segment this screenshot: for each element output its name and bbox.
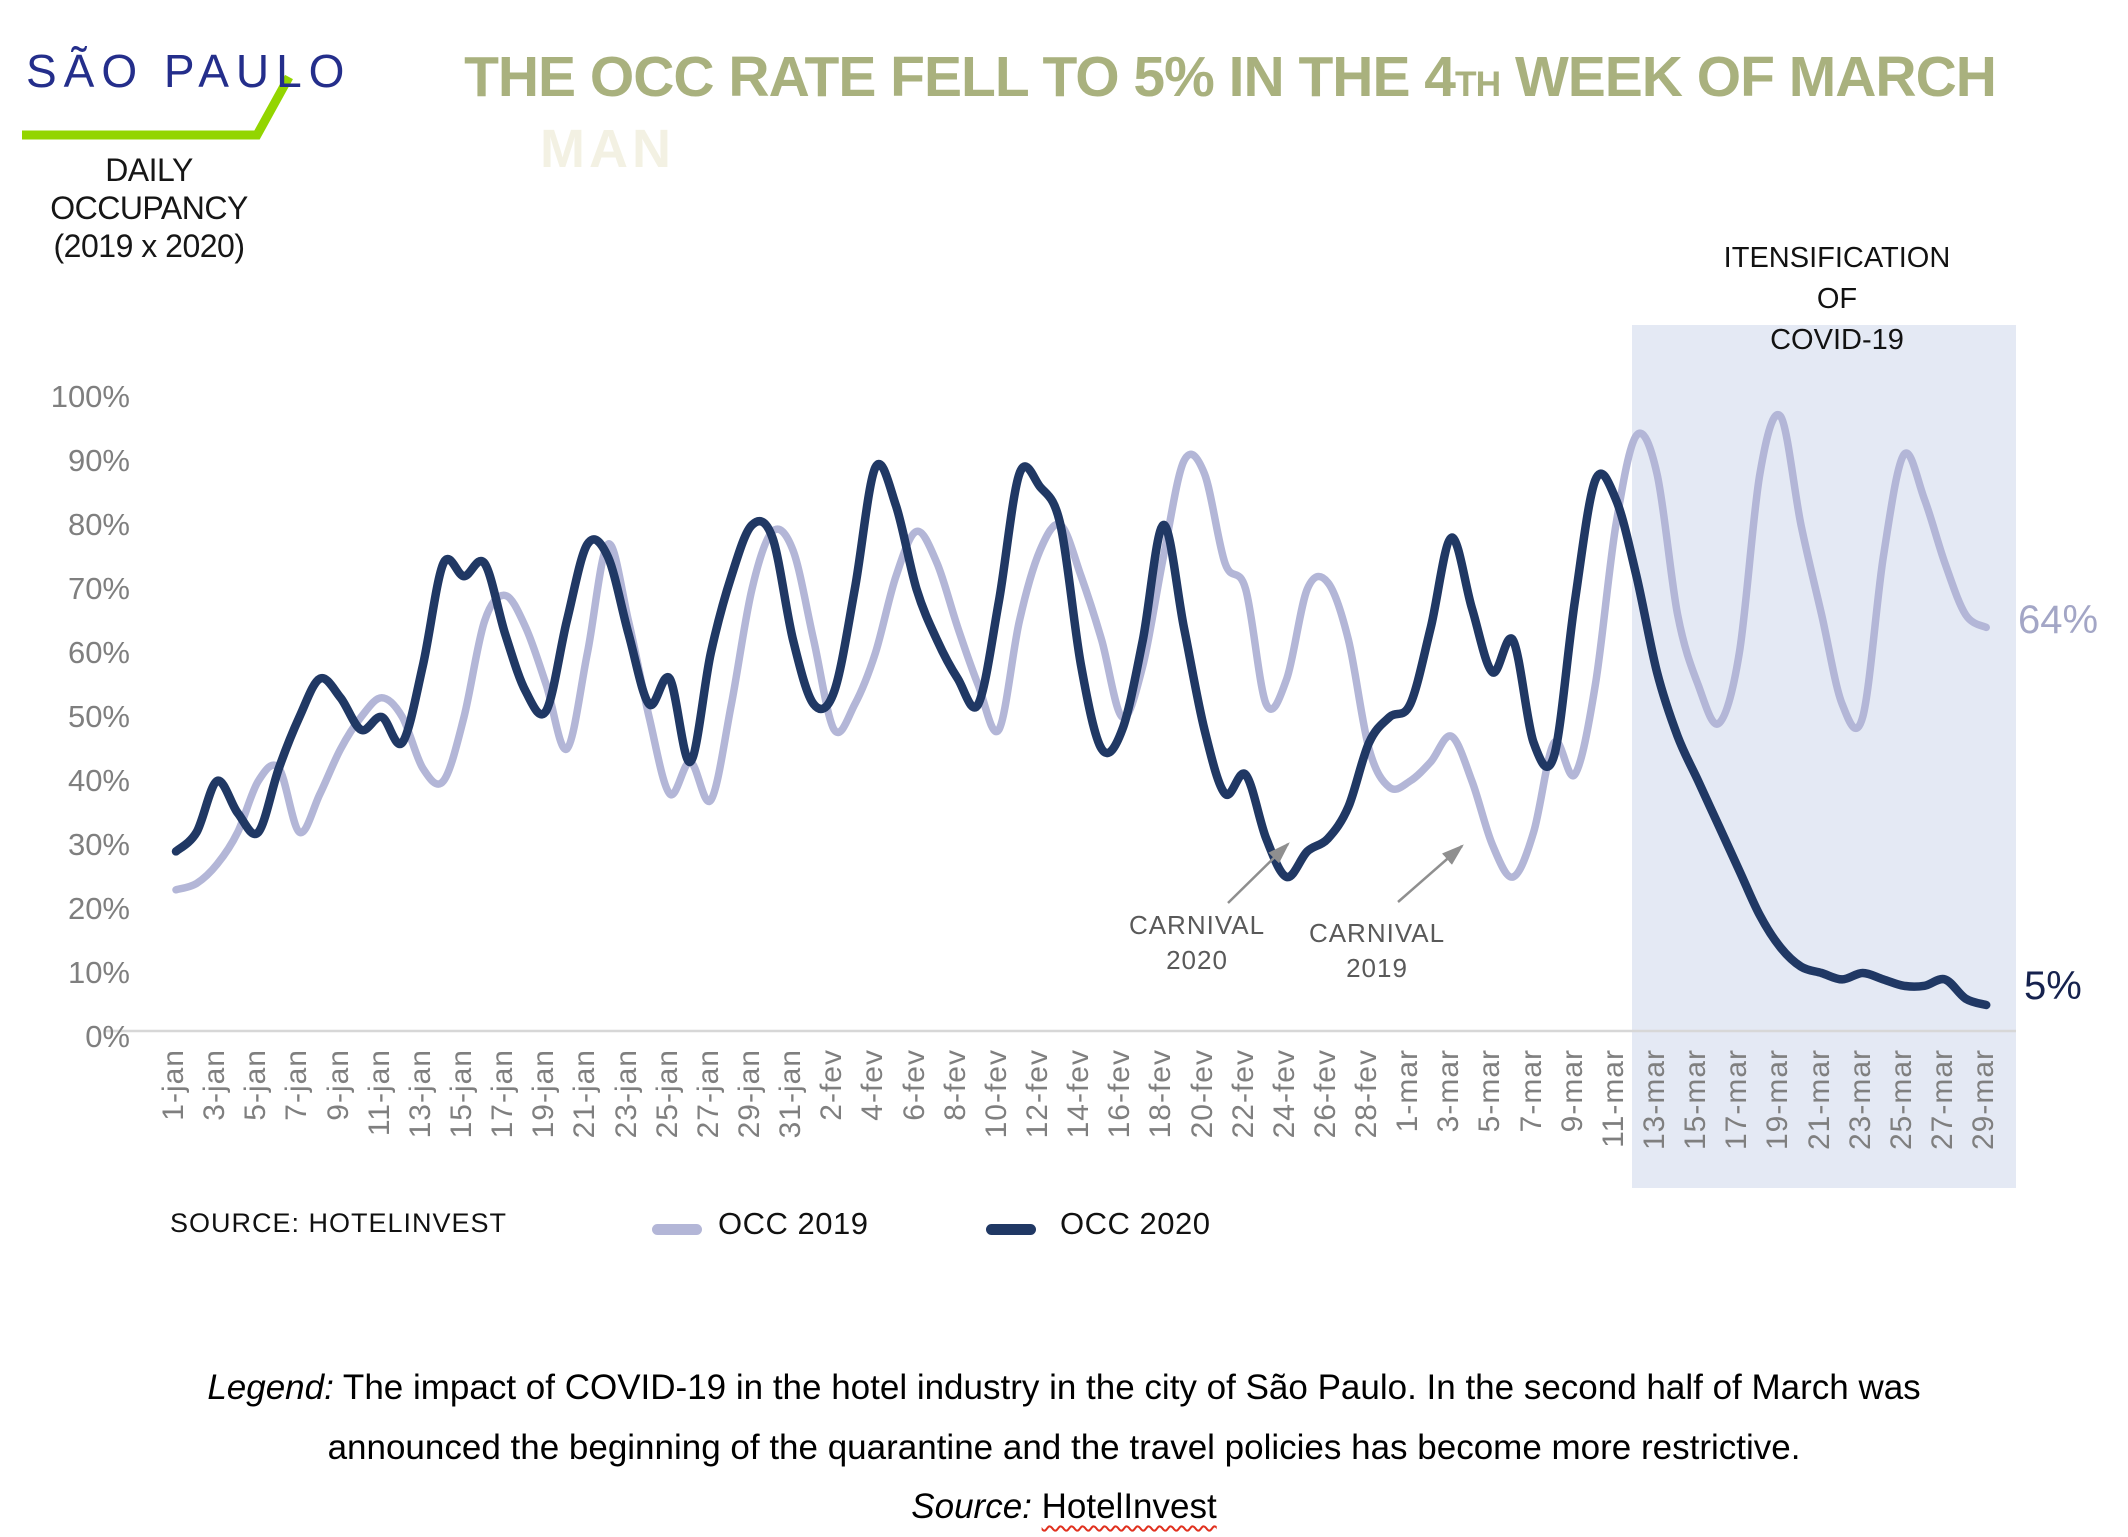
caption-line1: Legend: The impact of COVID-19 in the ho… <box>0 1358 2128 1418</box>
x-tick-label: 19-jan <box>527 1049 561 1139</box>
y-tick-label: 20% <box>67 891 130 926</box>
x-tick-label: 13-mar <box>1638 1049 1672 1151</box>
x-tick-label: 3-mar <box>1432 1049 1466 1133</box>
title-prefix: THE OCC RATE FELL TO 5% IN THE 4 <box>464 45 1456 109</box>
figure-caption: Legend: The impact of COVID-19 in the ho… <box>0 1358 2128 1537</box>
y-tick-label: 30% <box>67 827 130 862</box>
carnival-2019-arrow <box>1397 844 1464 903</box>
x-tick-label: 31-jan <box>774 1049 808 1139</box>
occ-2019-line <box>172 410 1990 894</box>
covid-intensification-label: ITENSIFICATION OF COVID-19 <box>1700 238 1974 362</box>
x-tick-label: 9-jan <box>321 1049 355 1121</box>
legend-label-occ2019: OCC 2019 <box>718 1206 869 1241</box>
x-tick-label: 18-fev <box>1144 1049 1178 1139</box>
page-title: THE OCC RATE FELL TO 5% IN THE 4TH WEEK … <box>340 44 2120 110</box>
carnival-2019-line1: CARNIVAL <box>1308 918 1446 948</box>
occ-2020-line <box>171 460 1991 1010</box>
caption-legend-word: Legend: <box>207 1368 334 1407</box>
x-tick-label: 10-fev <box>979 1049 1013 1139</box>
x-tick-label: 6-fev <box>897 1049 931 1121</box>
title-suffix: WEEK OF MARCH <box>1500 45 1997 109</box>
covid-label-line2: COVID-19 <box>1770 324 1904 357</box>
x-tick-label: 16-fev <box>1103 1049 1137 1139</box>
legend-swatch-occ2019 <box>652 1224 702 1235</box>
x-tick-label: 21-mar <box>1802 1049 1836 1151</box>
carnival-2020-arrow <box>1227 842 1290 904</box>
title-ordinal-suffix: TH <box>1455 65 1501 104</box>
x-tick-label: 1-jan <box>157 1049 190 1121</box>
y-tick-label: 50% <box>67 699 130 734</box>
logo-green-slash <box>22 74 293 140</box>
x-tick-label: 7-jan <box>280 1049 314 1121</box>
x-tick-label: 29-mar <box>1967 1049 2001 1151</box>
x-tick-label: 12-fev <box>1020 1049 1054 1139</box>
caption-line1-text: The impact of COVID-19 in the hotel indu… <box>333 1368 1921 1407</box>
subtitle-line1: DAILY OCCUPANCY <box>50 152 248 226</box>
legend-swatch-occ2020 <box>986 1224 1036 1235</box>
carnival-2020-line1: CARNIVAL <box>1128 910 1266 940</box>
watermark-ghost-text: MAN <box>540 119 675 179</box>
chart-subtitle: DAILY OCCUPANCY (2019 x 2020) <box>20 152 278 265</box>
end-value-label-2019: 64% <box>2018 598 2099 642</box>
x-tick-label: 9-mar <box>1555 1049 1589 1133</box>
end-value-label-2020: 5% <box>2024 964 2082 1008</box>
x-tick-label: 17-mar <box>1720 1049 1754 1151</box>
x-tick-label: 11-mar <box>1596 1049 1630 1148</box>
x-tick-label: 15-jan <box>444 1049 478 1139</box>
y-tick-label: 0% <box>85 1019 130 1054</box>
x-tick-label: 22-fev <box>1226 1049 1260 1139</box>
y-tick-label: 60% <box>67 635 130 670</box>
subtitle-line2: (2019 x 2020) <box>53 227 245 264</box>
x-tick-label: 23-mar <box>1843 1049 1877 1151</box>
x-tick-label: 24-fev <box>1267 1049 1301 1139</box>
x-tick-label: 25-jan <box>650 1049 684 1139</box>
x-tick-label: 8-fev <box>938 1049 972 1121</box>
x-tick-label: 23-jan <box>609 1049 643 1139</box>
caption-source-line: Source: HotelInvest <box>0 1477 2128 1537</box>
y-tick-label: 80% <box>67 507 130 542</box>
carnival-2019-annotation: CARNIVAL 2019 <box>1292 916 1462 986</box>
x-tick-label: 15-mar <box>1679 1049 1713 1151</box>
x-tick-label: 5-jan <box>239 1049 273 1121</box>
x-tick-label: 21-jan <box>568 1049 602 1139</box>
carnival-2020-annotation: CARNIVAL 2020 <box>1112 908 1282 978</box>
covid-label-line1: ITENSIFICATION OF <box>1723 242 1951 316</box>
source-label: SOURCE: HOTELINVEST <box>170 1208 508 1238</box>
covid-shaded-region <box>1632 325 2016 1188</box>
caption-line2: announced the beginning of the quarantin… <box>327 1427 1801 1467</box>
x-tick-label: 1-mar <box>1391 1049 1425 1133</box>
caption-source-link: HotelInvest <box>1041 1487 1217 1526</box>
x-tick-label: 11-jan <box>362 1049 396 1137</box>
y-tick-label: 10% <box>67 955 130 990</box>
x-tick-label: 20-fev <box>1185 1049 1219 1139</box>
logo-sao-paulo: SÃO PAULO <box>26 45 352 97</box>
x-tick-label: 13-jan <box>403 1049 437 1139</box>
caption-source-word: Source: <box>911 1487 1032 1526</box>
carnival-2019-line2: 2019 <box>1346 953 1408 984</box>
x-tick-label: 17-jan <box>486 1049 520 1139</box>
x-tick-label: 2-fev <box>815 1049 849 1121</box>
x-tick-label: 25-mar <box>1884 1049 1918 1151</box>
y-tick-label: 70% <box>67 571 130 606</box>
legend-label-occ2020: OCC 2020 <box>1060 1206 1211 1241</box>
x-tick-label: 19-mar <box>1761 1049 1795 1151</box>
y-tick-label: 40% <box>67 763 130 798</box>
x-tick-label: 27-mar <box>1926 1049 1960 1151</box>
x-tick-label: 28-fev <box>1350 1049 1384 1139</box>
x-tick-label: 14-fev <box>1062 1049 1096 1139</box>
x-tick-label: 4-fev <box>856 1049 890 1121</box>
x-tick-label: 29-jan <box>732 1049 766 1139</box>
x-tick-label: 26-fev <box>1308 1049 1342 1139</box>
y-tick-label: 100% <box>50 379 130 414</box>
x-tick-label: 7-mar <box>1514 1049 1548 1133</box>
y-tick-label: 90% <box>67 443 130 478</box>
x-tick-label: 5-mar <box>1473 1049 1507 1133</box>
x-tick-label: 27-jan <box>691 1049 725 1139</box>
carnival-2020-line2: 2020 <box>1166 945 1228 976</box>
x-tick-label: 3-jan <box>198 1049 232 1121</box>
